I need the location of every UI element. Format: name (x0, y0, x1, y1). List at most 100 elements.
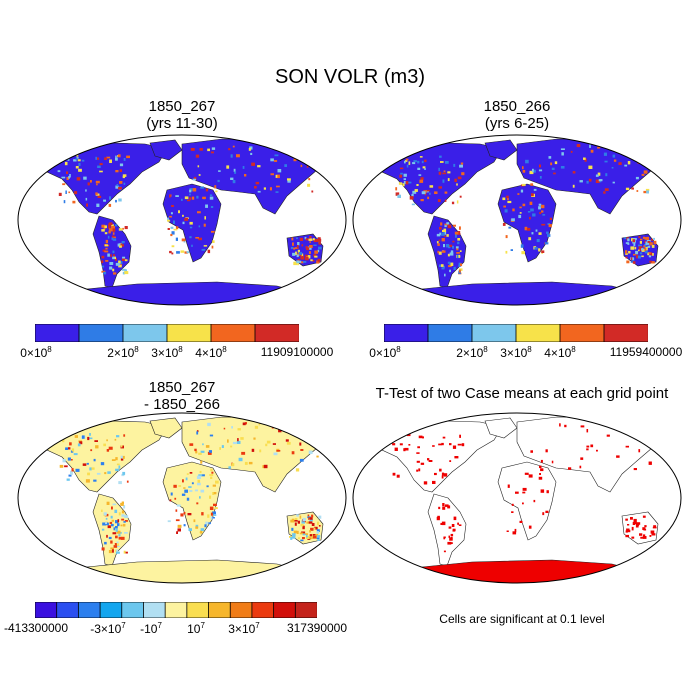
grid-cell (641, 255, 644, 258)
grid-cell (307, 514, 310, 517)
grid-cell (456, 255, 459, 259)
grid-cell (118, 264, 122, 268)
grid-cell (294, 522, 297, 526)
grid-cell (309, 537, 312, 540)
grid-cell (292, 252, 296, 256)
grid-cell (427, 458, 430, 461)
grid-cell (450, 536, 453, 540)
grid-cell (189, 197, 192, 201)
grid-cell (511, 503, 514, 506)
grid-cell (118, 187, 122, 190)
grid-cell (214, 507, 218, 510)
grid-cell (121, 268, 126, 271)
grid-cell (202, 443, 204, 446)
grid-cell (447, 244, 451, 249)
grid-cell (200, 450, 205, 453)
grid-cell (308, 238, 313, 241)
grid-cell (106, 439, 108, 442)
grid-cell (438, 251, 442, 255)
grid-cell (111, 523, 114, 527)
grid-cell (197, 482, 201, 486)
colorbar-swatch (121, 602, 145, 618)
cbar-label-0: 0×108 (20, 345, 51, 360)
grid-cell (443, 235, 446, 238)
grid-cell (649, 242, 653, 246)
colorbar-1850-267-svg (35, 324, 299, 342)
grid-cell (397, 194, 401, 198)
grid-cell (308, 255, 311, 259)
grid-cell (439, 226, 442, 230)
grid-cell (291, 237, 294, 241)
grid-cell (618, 162, 622, 165)
grid-cell (392, 472, 396, 476)
grid-cell (116, 463, 120, 466)
grid-cell (118, 481, 122, 485)
grid-cell (111, 235, 115, 238)
grid-cell (539, 164, 541, 168)
grid-cell (176, 251, 180, 254)
grid-cell (189, 443, 194, 446)
grid-cell (630, 261, 634, 263)
grid-cell (118, 465, 121, 469)
grid-cell (460, 263, 463, 267)
grid-cell (65, 190, 67, 194)
grid-cell (103, 271, 107, 275)
grid-cell (572, 184, 575, 188)
cbar-label-text: 11959400000 (609, 345, 683, 359)
grid-cell (167, 520, 171, 523)
grid-cell (99, 163, 103, 166)
panel-title-line2: (yrs 6-25) (484, 115, 550, 132)
grid-cell (97, 195, 102, 198)
grid-cell (457, 176, 462, 180)
grid-cell (73, 159, 77, 162)
grid-cell (627, 161, 631, 165)
grid-cell (297, 261, 299, 266)
grid-cell (511, 218, 515, 222)
grid-cell (456, 183, 458, 186)
map-ttest-svg (352, 412, 682, 584)
map-border (352, 134, 682, 306)
grid-cell (438, 506, 441, 510)
grid-cell (447, 505, 451, 509)
grid-cell (170, 226, 174, 229)
grid-cell (231, 426, 233, 429)
grid-cell (453, 224, 456, 227)
grid-cell (318, 515, 322, 519)
grid-cell (312, 260, 315, 262)
grid-cell (119, 163, 124, 167)
grid-cell (178, 485, 182, 487)
grid-cell (633, 468, 637, 471)
panel-title-line1: 1850_267 (148, 98, 216, 115)
grid-cell (412, 162, 416, 165)
grid-cell (104, 541, 107, 545)
grid-cell (300, 539, 304, 542)
grid-cell (651, 533, 656, 536)
grid-cell (314, 255, 318, 258)
grid-cell (442, 503, 445, 507)
grid-cell (439, 155, 442, 158)
grid-cell (298, 537, 300, 540)
grid-cell (650, 238, 653, 241)
grid-cell (418, 468, 421, 472)
grid-cell (285, 439, 289, 442)
grid-cell (67, 159, 70, 161)
grid-cell (447, 178, 450, 182)
continent (401, 559, 653, 583)
grid-cell (76, 154, 79, 157)
grid-cell (198, 225, 201, 228)
grid-cell (434, 472, 437, 476)
grid-cell (189, 490, 193, 492)
grid-cell (440, 264, 444, 267)
grid-cell (647, 252, 650, 256)
grid-cell (310, 164, 314, 168)
grid-cell (101, 265, 105, 268)
grid-cell (304, 256, 309, 261)
grid-cell (242, 166, 245, 169)
grid-cell (78, 163, 81, 166)
grid-cell (630, 257, 633, 261)
grid-cell (293, 531, 298, 534)
grid-cell (186, 251, 190, 254)
grid-cell (115, 199, 117, 203)
grid-cell (642, 536, 647, 539)
grid-cell (124, 271, 129, 275)
